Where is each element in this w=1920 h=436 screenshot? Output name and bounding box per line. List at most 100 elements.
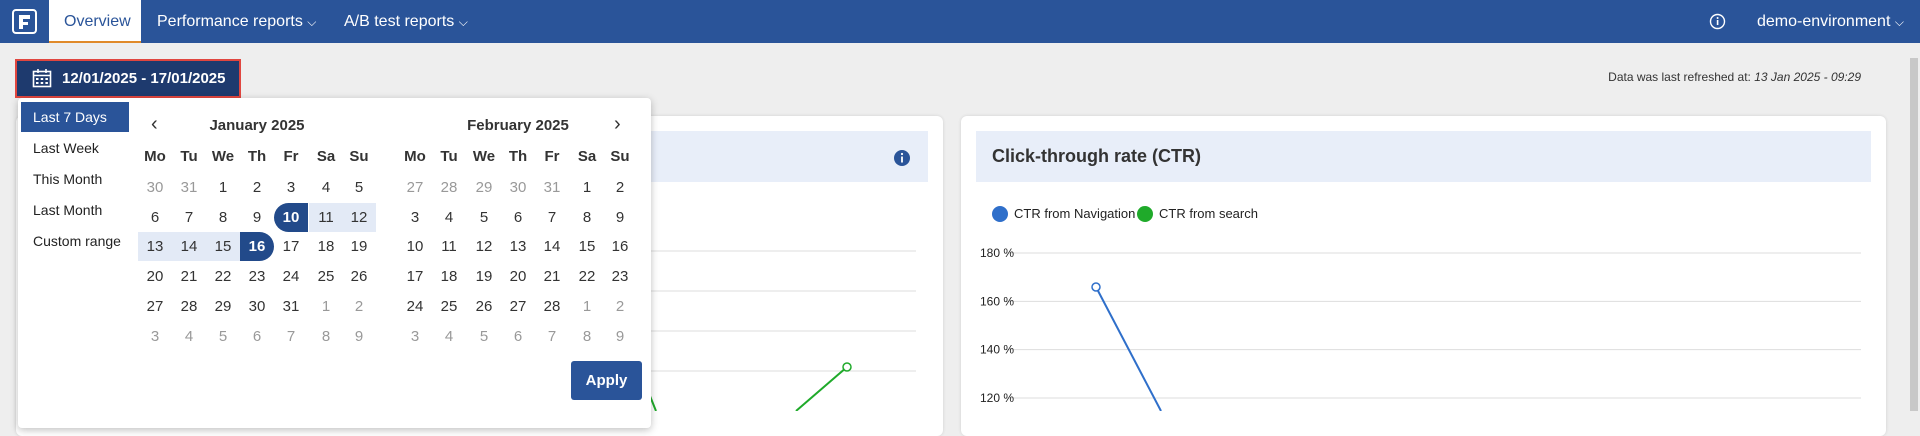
calendar-day[interactable]: 11	[309, 203, 343, 232]
prev-month[interactable]: ‹	[151, 113, 158, 135]
calendar-day[interactable]: 30	[248, 298, 266, 315]
calendar-day[interactable]: 2	[354, 298, 364, 315]
range-option[interactable]: Custom range	[33, 233, 121, 249]
calendar-day[interactable]: 10	[274, 203, 308, 232]
calendar-day[interactable]: 9	[615, 328, 625, 345]
calendar-day[interactable]: 1	[218, 179, 228, 196]
calendar-day[interactable]: 6	[513, 209, 523, 226]
calendar-day[interactable]: 20	[509, 268, 527, 285]
calendar-day[interactable]: 21	[543, 268, 561, 285]
calendar-day[interactable]: 26	[350, 268, 368, 285]
calendar-day[interactable]: 5	[354, 179, 364, 196]
calendar-day[interactable]: 16	[611, 238, 629, 255]
calendar-day[interactable]: 5	[218, 328, 228, 345]
calendar-day[interactable]: 7	[286, 328, 296, 345]
calendar-day[interactable]: 14	[543, 238, 561, 255]
info-icon[interactable]	[1709, 13, 1726, 30]
calendar-day[interactable]: 30	[509, 179, 527, 196]
calendar-day[interactable]: 19	[475, 268, 493, 285]
range-option[interactable]: Last Week	[33, 140, 99, 156]
calendar-day[interactable]: 6	[150, 209, 160, 226]
calendar-day[interactable]: 30	[146, 179, 164, 196]
calendar-day[interactable]: 31	[543, 179, 561, 196]
calendar-day[interactable]: 7	[547, 209, 557, 226]
calendar-day[interactable]: 31	[282, 298, 300, 315]
calendar-day[interactable]: 5	[479, 209, 489, 226]
calendar-day[interactable]: 8	[582, 209, 592, 226]
calendar-day[interactable]: 1	[321, 298, 331, 315]
calendar-day[interactable]: 23	[248, 268, 266, 285]
calendar-day[interactable]: 17	[406, 268, 424, 285]
calendar-day[interactable]: 27	[509, 298, 527, 315]
calendar-day[interactable]: 19	[350, 238, 368, 255]
calendar-day[interactable]: 9	[615, 209, 625, 226]
calendar-day[interactable]: 29	[214, 298, 232, 315]
calendar-day[interactable]: 23	[611, 268, 629, 285]
environment-menu[interactable]: demo-environment ⌵	[1757, 13, 1904, 30]
calendar-day[interactable]: 15	[206, 232, 240, 261]
calendar-day[interactable]: 8	[582, 328, 592, 345]
calendar-day[interactable]: 10	[406, 238, 424, 255]
calendar-day[interactable]: 2	[252, 179, 262, 196]
range-option[interactable]: Last Month	[33, 202, 103, 218]
info-icon[interactable]	[893, 149, 911, 167]
date-range-button[interactable]: 12/01/2025 - 17/01/2025	[15, 59, 241, 98]
calendar-day[interactable]: 12	[475, 238, 493, 255]
calendar-day[interactable]: 26	[475, 298, 493, 315]
calendar-day[interactable]: 3	[410, 328, 420, 345]
calendar-day[interactable]: 18	[317, 238, 335, 255]
calendar-day[interactable]: 3	[410, 209, 420, 226]
logo[interactable]	[12, 9, 37, 34]
calendar-day[interactable]: 4	[184, 328, 194, 345]
calendar-day[interactable]: 21	[180, 268, 198, 285]
calendar-day[interactable]: 28	[180, 298, 198, 315]
nav-tab[interactable]: A/B test reports ⌵	[344, 13, 468, 30]
calendar-day[interactable]: 5	[479, 328, 489, 345]
range-option[interactable]: This Month	[33, 171, 103, 187]
calendar-day[interactable]: 9	[252, 209, 262, 226]
calendar-day[interactable]: 4	[321, 179, 331, 196]
calendar-day[interactable]: 2	[615, 179, 625, 196]
calendar-day[interactable]: 25	[317, 268, 335, 285]
calendar-day[interactable]: 6	[252, 328, 262, 345]
calendar-day[interactable]: 4	[444, 209, 454, 226]
calendar-day[interactable]: 3	[286, 179, 296, 196]
calendar-day[interactable]: 9	[354, 328, 364, 345]
calendar-day[interactable]: 20	[146, 268, 164, 285]
calendar-day[interactable]: 13	[509, 238, 527, 255]
calendar-day[interactable]: 25	[440, 298, 458, 315]
calendar-day[interactable]: 24	[406, 298, 424, 315]
calendar-day[interactable]: 27	[406, 179, 424, 196]
calendar-day[interactable]: 28	[440, 179, 458, 196]
calendar-day[interactable]: 12	[342, 203, 376, 232]
calendar-day[interactable]: 1	[582, 298, 592, 315]
calendar-day[interactable]: 2	[615, 298, 625, 315]
calendar-day[interactable]: 24	[282, 268, 300, 285]
calendar-day[interactable]: 8	[218, 209, 228, 226]
nav-tab[interactable]: Overview	[64, 13, 131, 30]
calendar-day[interactable]: 16	[240, 232, 274, 261]
apply-button[interactable]: Apply	[571, 361, 642, 400]
nav-tab[interactable]: Performance reports ⌵	[157, 13, 317, 30]
calendar-day[interactable]: 11	[441, 238, 457, 255]
calendar-day[interactable]: 13	[138, 232, 172, 261]
calendar-day[interactable]: 15	[578, 238, 596, 255]
calendar-day[interactable]: 3	[150, 328, 160, 345]
range-option[interactable]: Last 7 Days	[33, 109, 107, 125]
calendar-day[interactable]: 31	[180, 179, 198, 196]
calendar-day[interactable]: 7	[547, 328, 557, 345]
calendar-day[interactable]: 28	[543, 298, 561, 315]
calendar-day[interactable]: 22	[578, 268, 596, 285]
scrollbar[interactable]	[1910, 58, 1918, 411]
active-tab-bg[interactable]	[49, 0, 141, 43]
next-month[interactable]: ›	[614, 113, 621, 135]
calendar-day[interactable]: 22	[214, 268, 232, 285]
calendar-day[interactable]: 8	[321, 328, 331, 345]
calendar-day[interactable]: 1	[582, 179, 592, 196]
calendar-day[interactable]: 7	[184, 209, 194, 226]
calendar-day[interactable]: 6	[513, 328, 523, 345]
calendar-day[interactable]: 4	[444, 328, 454, 345]
calendar-day[interactable]: 14	[172, 232, 206, 261]
calendar-day[interactable]: 17	[282, 238, 300, 255]
calendar-day[interactable]: 18	[440, 268, 458, 285]
